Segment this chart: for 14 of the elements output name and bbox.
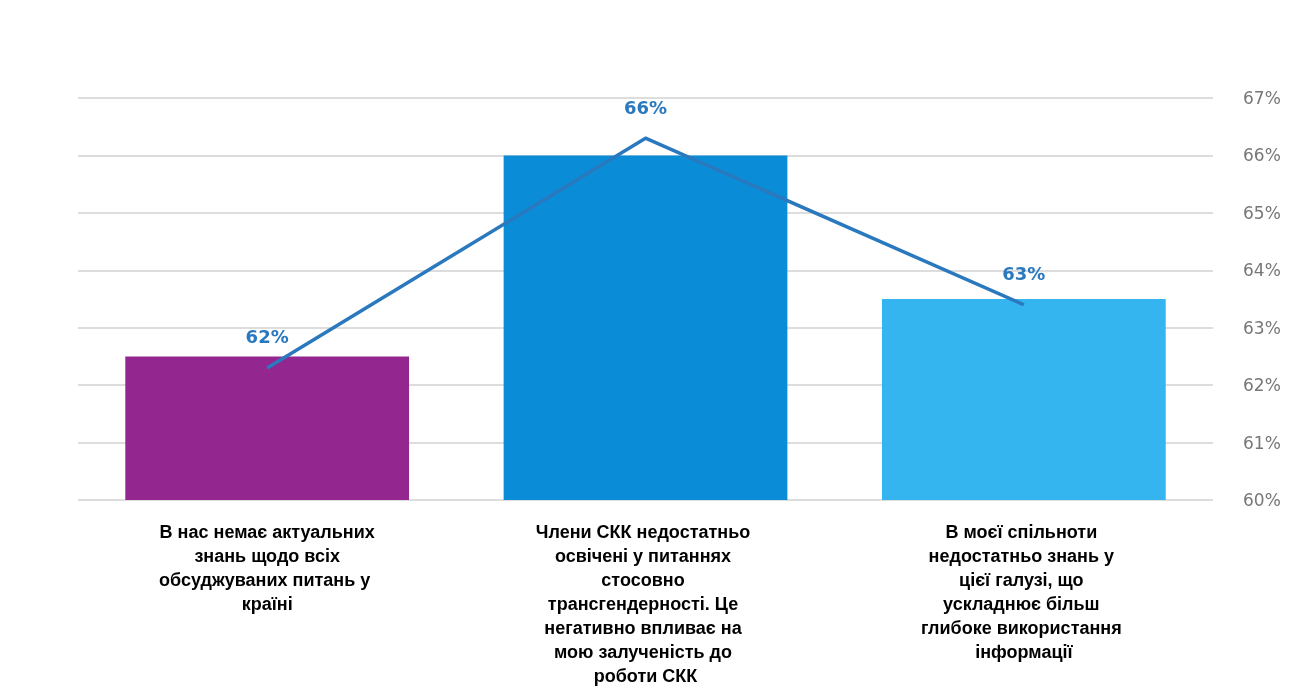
x-tick-label: В нас немає актуальних знань щодо всіх обсуджуваних питань у країні [159, 522, 376, 614]
x-tick-label: Члени СКК недостатньо освічені у питаннях стосовно трансгендерності. Це негативно впливає на мою залученість до роботи СКК [535, 522, 756, 686]
data-label: 66% [623, 96, 668, 118]
y-tick-label: 67% [1243, 88, 1281, 108]
y-tick-label: 65% [1243, 202, 1281, 223]
data-label: 62% [245, 326, 289, 348]
y-tick-label: 62% [1243, 375, 1281, 396]
y-tick-label: 63% [1243, 317, 1281, 338]
y-tick-label: 60% [1243, 490, 1281, 510]
y-tick-label: 64% [1243, 260, 1281, 281]
data-label: 63% [1002, 263, 1046, 285]
x-tick-label: В моєї спільноти недостатньо знань у цієї галузі, що ускладнює більш глибоке використання інформації [920, 522, 1127, 662]
y-tick-label: 66% [1243, 145, 1281, 166]
y-tick-label: 61% [1243, 432, 1281, 453]
